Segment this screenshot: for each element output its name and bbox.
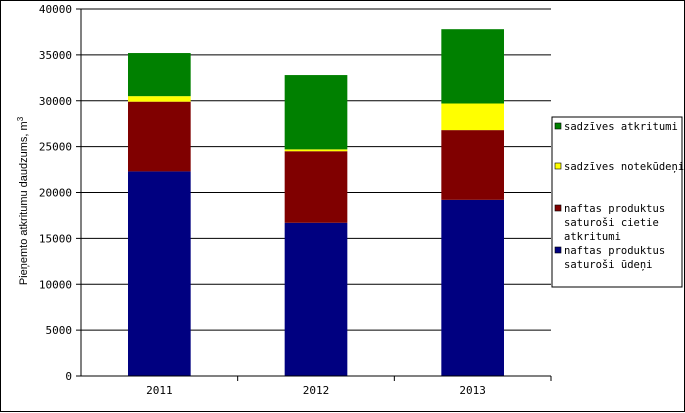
legend-label: saturoši cietie (564, 217, 659, 229)
tick-labels: 0 5000 10000 15000 20000 25000 30000 35000 40000… (39, 3, 486, 397)
bar-segment (441, 130, 504, 200)
bar-segment (128, 96, 191, 102)
bar-segment (128, 101, 191, 172)
legend-box (551, 116, 683, 288)
legend-swatch (554, 162, 562, 170)
bar-segment (441, 103, 504, 131)
y-tick-label: 5000 (46, 324, 73, 337)
legend: sadzīves atkritumi sadzīves notekūdeņi naf… (551, 116, 684, 288)
y-tick-label: 25000 (39, 141, 72, 154)
y-tick-label: 20000 (39, 187, 72, 200)
legend-label: sadzīves notekūdeņi (564, 161, 684, 173)
x-tick-label: 2012 (303, 384, 330, 397)
legend-swatch (554, 204, 562, 212)
y-tick-label: 15000 (39, 232, 72, 245)
y-tick-label: 35000 (39, 49, 72, 62)
bar-segment (284, 75, 348, 150)
y-tick-label: 10000 (39, 278, 72, 291)
bar-segment (284, 151, 348, 223)
bar-segment (441, 199, 504, 376)
legend-label: naftas produktus (564, 245, 665, 257)
x-tick-label: 2011 (146, 384, 173, 397)
legend-swatch (554, 122, 562, 130)
bar-segment (128, 53, 191, 97)
y-tick-label: 30000 (39, 95, 72, 108)
bar-segment (284, 149, 348, 152)
legend-label: saturoši ūdeņi (564, 259, 653, 271)
bar-segment (441, 29, 504, 104)
x-tick-label: 2013 (459, 384, 486, 397)
axes (76, 8, 552, 381)
legend-label: atkritumi (564, 231, 621, 243)
legend-swatch (554, 246, 562, 254)
y-tick-label: 40000 (39, 3, 72, 16)
y-axis-title: Pieņemto atkritumu daudzums, m3 (16, 116, 30, 285)
y-tick-label: 0 (65, 370, 72, 383)
bar-segment (128, 171, 191, 376)
legend-label: naftas produktus (564, 203, 665, 215)
bars (128, 29, 504, 376)
bar-segment (284, 222, 348, 376)
legend-label: sadzīves atkritumi (564, 121, 678, 133)
